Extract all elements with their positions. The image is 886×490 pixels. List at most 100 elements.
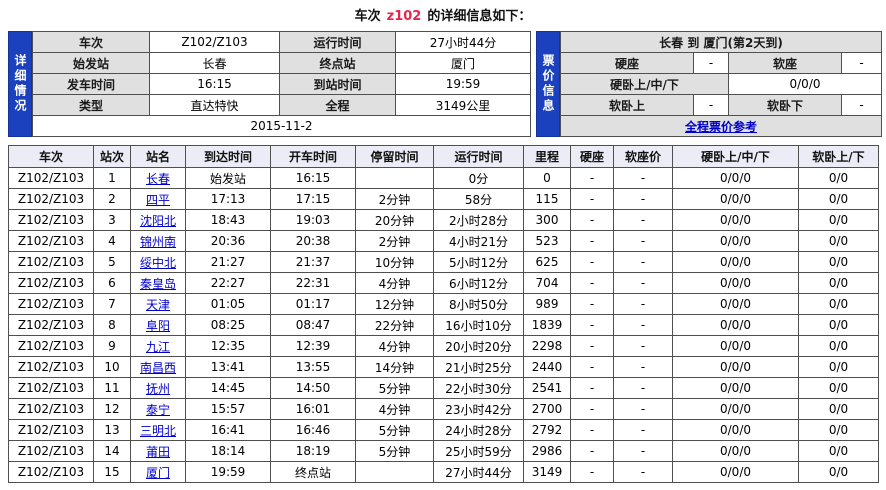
cell-hard-sleeper: 0/0/0: [672, 398, 799, 420]
cell-station: 秦皇岛: [130, 272, 186, 294]
cell-soft-seat: -: [613, 230, 673, 252]
cell-station: 莆田: [130, 440, 186, 462]
table-row: Z102/Z103 3 沈阳北 18:43 19:03 20分钟 2小时28分 …: [8, 209, 879, 231]
station-link[interactable]: 四平: [145, 192, 170, 207]
cell-soft-seat: -: [613, 314, 673, 336]
col-hard-seat: 硬座: [570, 145, 614, 168]
cell-depart: 01:17: [270, 293, 356, 315]
station-link[interactable]: 秦皇岛: [139, 276, 176, 291]
cell-stop-time: 5分钟: [355, 440, 434, 462]
col-station: 站名: [130, 145, 186, 168]
cell-duration: 8小时50分: [433, 293, 524, 315]
cell-stop-time: 2分钟: [355, 230, 434, 252]
detail-row: 发车时间 16:15 到站时间 19:59: [32, 73, 531, 95]
cell-soft-seat: -: [613, 461, 673, 483]
price-row: 硬座 - 软座 -: [560, 52, 882, 74]
cell-stop-time: 4分钟: [355, 398, 434, 420]
cell-soft-sleeper: 0/0: [798, 356, 879, 378]
cell-mileage: 3149: [523, 461, 571, 483]
station-link[interactable]: 锦州南: [139, 234, 176, 249]
price-row: 长春 到 厦门(第2天到): [560, 31, 882, 53]
cell-stop-no: 6: [93, 272, 131, 294]
cell-soft-sleeper: 0/0: [798, 188, 879, 210]
price-panel: 票价信息 长春 到 厦门(第2天到) 硬座 - 软座 - 硬卧上/中/下 0/0…: [536, 31, 882, 137]
cell-arrive: 01:05: [185, 293, 271, 315]
cell-arrive: 21:27: [185, 251, 271, 273]
cell-hard-sleeper: 0/0/0: [672, 461, 799, 483]
cell-duration: 27小时44分: [433, 461, 524, 483]
cell-station: 南昌西: [130, 356, 186, 378]
soft-sleeper-down-value: -: [841, 94, 882, 116]
run-time-value: 27小时44分: [395, 31, 531, 53]
cell-hard-sleeper: 0/0/0: [672, 188, 799, 210]
station-link[interactable]: 九江: [145, 339, 170, 354]
price-table: 长春 到 厦门(第2天到) 硬座 - 软座 - 硬卧上/中/下 0/0/0 软卧…: [560, 31, 882, 137]
station-link[interactable]: 泰宁: [145, 402, 170, 417]
cell-mileage: 2541: [523, 377, 571, 399]
cell-station: 三明北: [130, 419, 186, 441]
cell-arrive: 始发站: [185, 167, 271, 189]
detail-row: 类型 直达特快 全程 3149公里: [32, 94, 531, 116]
cell-depart: 20:38: [270, 230, 356, 252]
cell-mileage: 704: [523, 272, 571, 294]
table-row: Z102/Z103 5 绥中北 21:27 21:37 10分钟 5小时12分 …: [8, 251, 879, 273]
station-link[interactable]: 绥中北: [139, 255, 176, 270]
cell-arrive: 22:27: [185, 272, 271, 294]
cell-stop-time: 2分钟: [355, 188, 434, 210]
cell-stop-no: 10: [93, 356, 131, 378]
cell-hard-seat: -: [570, 188, 614, 210]
table-row: Z102/Z103 12 泰宁 15:57 16:01 4分钟 23小时42分 …: [8, 398, 879, 420]
cell-hard-seat: -: [570, 293, 614, 315]
cell-stop-time: 5分钟: [355, 377, 434, 399]
station-link[interactable]: 厦门: [145, 465, 170, 480]
col-arrive: 到达时间: [185, 145, 271, 168]
station-link[interactable]: 阜阳: [145, 318, 170, 333]
cell-hard-sleeper: 0/0/0: [672, 335, 799, 357]
detail-side-label: 详细情况: [8, 31, 32, 137]
hard-sleeper-label: 硬卧上/中/下: [560, 73, 729, 95]
full-price-link[interactable]: 全程票价参考: [684, 119, 757, 134]
cell-stop-no: 4: [93, 230, 131, 252]
title-suffix: 的详细信息如下：: [427, 9, 532, 24]
station-link[interactable]: 莆田: [145, 444, 170, 459]
cell-train: Z102/Z103: [8, 356, 94, 378]
end-station-value: 厦门: [395, 52, 531, 74]
cell-hard-seat: -: [570, 461, 614, 483]
cell-stop-no: 9: [93, 335, 131, 357]
station-link[interactable]: 三明北: [139, 423, 176, 438]
cell-duration: 4小时21分: [433, 230, 524, 252]
station-link[interactable]: 天津: [145, 297, 170, 312]
price-row: 硬卧上/中/下 0/0/0: [560, 73, 882, 95]
cell-arrive: 20:36: [185, 230, 271, 252]
train-no-value: Z102/Z103: [149, 31, 280, 53]
soft-seat-label: 软座: [728, 52, 842, 74]
cell-arrive: 16:41: [185, 419, 271, 441]
cell-hard-sleeper: 0/0/0: [672, 314, 799, 336]
cell-mileage: 523: [523, 230, 571, 252]
type-value: 直达特快: [149, 94, 280, 116]
cell-station: 抚州: [130, 377, 186, 399]
cell-soft-seat: -: [613, 209, 673, 231]
cell-mileage: 989: [523, 293, 571, 315]
station-link[interactable]: 抚州: [145, 381, 170, 396]
col-depart: 开车时间: [270, 145, 356, 168]
cell-train: Z102/Z103: [8, 293, 94, 315]
cell-train: Z102/Z103: [8, 398, 94, 420]
cell-depart: 16:15: [270, 167, 356, 189]
cell-hard-sleeper: 0/0/0: [672, 440, 799, 462]
col-stop-no: 站次: [93, 145, 131, 168]
station-link[interactable]: 南昌西: [139, 360, 176, 375]
arrive-time-value: 19:59: [395, 73, 531, 95]
cell-arrive: 15:57: [185, 398, 271, 420]
cell-soft-sleeper: 0/0: [798, 314, 879, 336]
station-link[interactable]: 长春: [145, 171, 170, 186]
cell-station: 泰宁: [130, 398, 186, 420]
cell-stop-time: 4分钟: [355, 335, 434, 357]
query-date: 2015-11-2: [32, 115, 531, 137]
cell-soft-seat: -: [613, 335, 673, 357]
cell-station: 长春: [130, 167, 186, 189]
station-link[interactable]: 沈阳北: [139, 213, 176, 228]
cell-soft-seat: -: [613, 377, 673, 399]
start-station-value: 长春: [149, 52, 280, 74]
route-header: 长春 到 厦门(第2天到): [560, 31, 882, 53]
